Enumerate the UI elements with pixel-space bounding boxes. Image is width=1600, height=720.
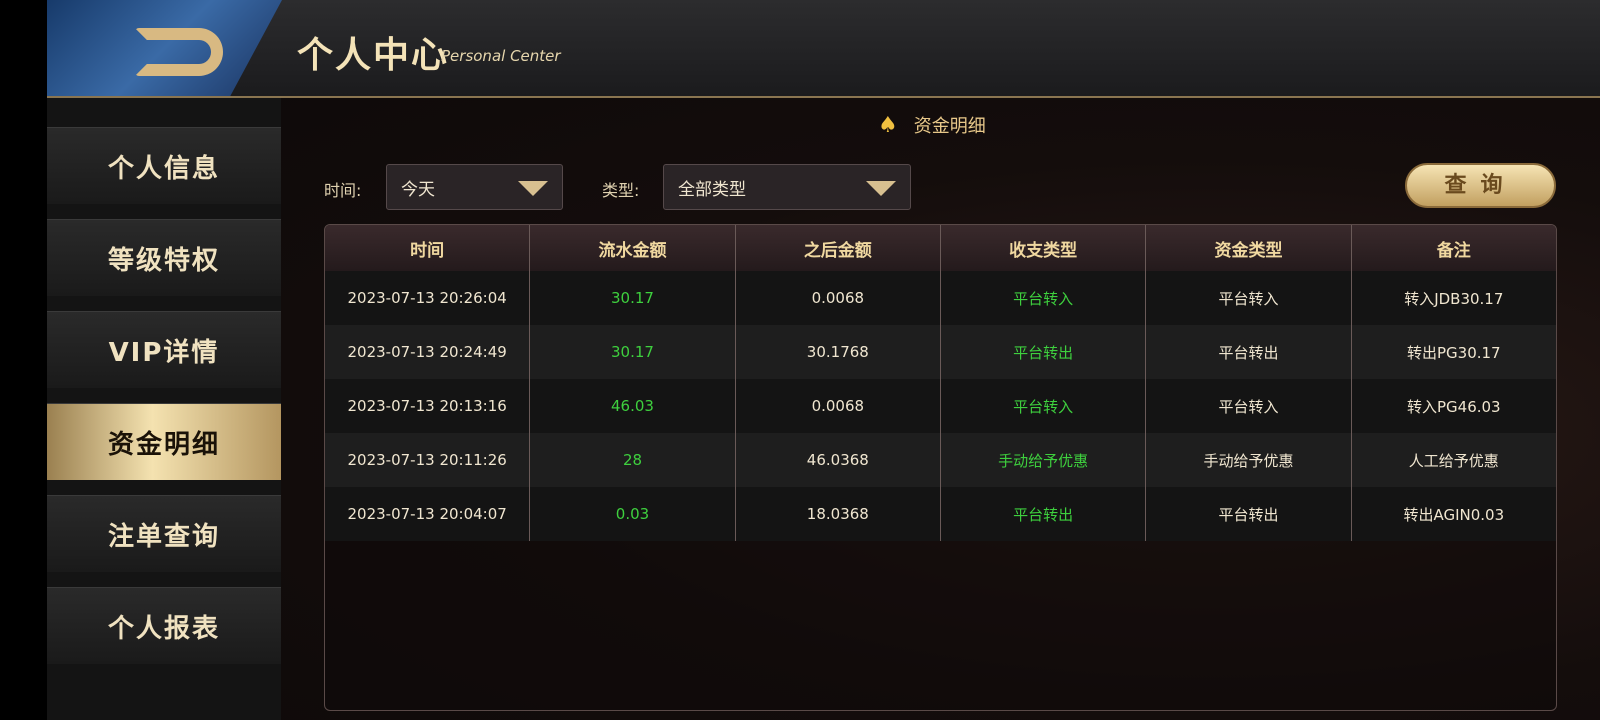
section-title: ♠ 资金明细 [878,112,986,138]
spade-icon: ♠ [878,112,898,138]
flow-amount-cell: 28 [530,433,736,487]
remark-cell: 转出AGIN0.03 [1403,505,1505,524]
income-type-cell: 平台转入 [941,271,1147,325]
remark-cell: 人工给予优惠 [1408,451,1499,470]
time-cell: 2023-07-13 20:24:49 [325,325,531,379]
income-type-cell: 平台转出 [941,487,1147,541]
sidebar-item-fund-details[interactable]: 资金明细 [47,403,281,480]
fund-type-cell: 平台转入 [1146,271,1352,325]
fund-type-cell: 手动给予优惠 [1146,433,1352,487]
fund-type-cell: 平台转出 [1146,487,1352,541]
balance-after-cell: 46.0368 [736,433,941,487]
page-title: 个人中心 [297,35,450,76]
chevron-down-icon [518,181,548,196]
balance-after-cell: 18.0368 [736,487,941,541]
table-row: 2023-07-13 20:13:16 46.03 0.0068 平台转入 平台转入 转入… [325,379,1556,433]
type-dropdown[interactable]: 全部类型 [663,164,911,210]
column-header: 备注 [1436,240,1471,261]
flow-amount-cell: 46.03 [530,379,736,433]
column-header: 流水金额 [530,225,736,271]
column-header: 时间 [325,225,531,271]
time-label: 时间: [324,181,362,200]
fund-details-table: 时间 流水金额 之后金额 收支类型 资金类型 备注 2023-07-13 20:… [324,224,1557,711]
query-button[interactable]: 查询 [1405,163,1556,208]
time-cell: 2023-07-13 20:04:07 [325,487,531,541]
column-header: 收支类型 [941,225,1147,271]
chevron-down-icon [866,181,896,196]
table-row: 2023-07-13 20:04:07 0.03 18.0368 平台转出 平台转出 转出… [325,487,1556,541]
table-row: 2023-07-13 20:24:49 30.17 30.1768 平台转出 平台转出转… [325,325,1556,379]
table-header: 时间 流水金额 之后金额 收支类型 资金类型 备注 [325,225,1556,271]
balance-after-cell: 0.0068 [736,379,941,433]
type-dropdown-value: 全部类型 [678,180,746,200]
balance-after-cell: 0.0068 [736,271,941,325]
logo-area [47,0,282,96]
column-header: 资金类型 [1146,225,1352,271]
time-dropdown[interactable]: 今天 [386,164,563,210]
type-label: 类型: [602,181,640,200]
remark-cell: 转出PG30.17 [1406,343,1501,362]
sidebar: 个人信息 等级特权 VIP详情 资金明细 注单查询 个人报表 [47,98,281,720]
time-dropdown-value: 今天 [401,180,435,200]
flow-amount-cell: 0.03 [530,487,736,541]
section-title-text: 资金明细 [913,116,986,137]
sidebar-item-level-privileges[interactable]: 等级特权 [47,219,281,296]
flow-amount-cell: 30.17 [530,325,736,379]
remark-cell: 转入PG46.03 [1406,397,1501,416]
table-row: 2023-07-13 20:26:04 30.17 0.0068 平台转入 平台转入 转入… [325,271,1556,325]
time-cell: 2023-07-13 20:26:04 [325,271,531,325]
income-type-cell: 平台转出 [941,325,1147,379]
sidebar-item-vip-details[interactable]: VIP详情 [47,311,281,388]
header: 个人中心 Personal Center [47,0,1600,98]
balance-after-cell: 30.1768 [736,325,941,379]
sidebar-item-bet-query[interactable]: 注单查询 [47,495,281,572]
sidebar-item-personal-info[interactable]: 个人信息 [47,127,281,204]
income-type-cell: 手动给予优惠 [941,433,1147,487]
page-subtitle: Personal Center [441,47,561,65]
logo-d-icon [135,28,223,76]
fund-type-cell: 平台转入 [1146,379,1352,433]
income-type-cell: 平台转入 [941,379,1147,433]
column-header: 之后金额 [736,225,941,271]
table-row: 2023-07-13 20:11:26 28 46.0368 手动给予优惠 手动给予优惠… [325,433,1556,487]
flow-amount-cell: 30.17 [530,271,736,325]
remark-cell: 转入JDB30.17 [1404,289,1504,308]
sidebar-item-personal-report[interactable]: 个人报表 [47,587,281,664]
time-cell: 2023-07-13 20:13:16 [325,379,531,433]
fund-type-cell: 平台转出 [1146,325,1352,379]
time-cell: 2023-07-13 20:11:26 [325,433,531,487]
